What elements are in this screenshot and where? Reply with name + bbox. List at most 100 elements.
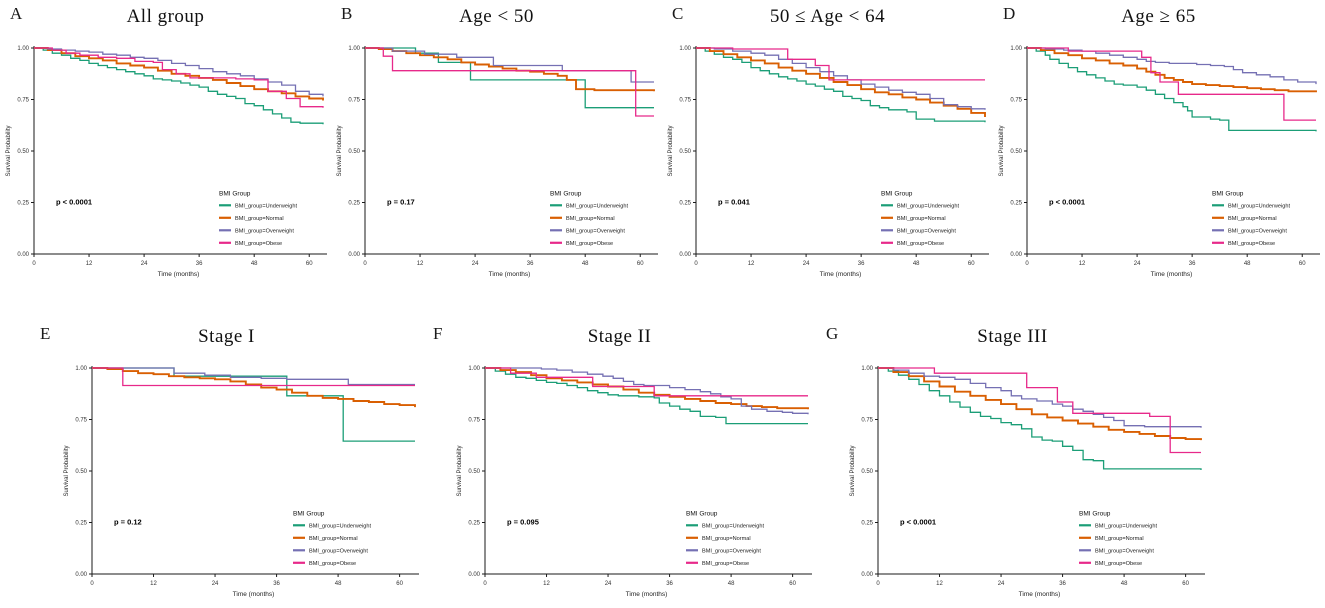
y-tick-label: 0.00 [348,252,360,258]
y-tick-label: 0.25 [468,521,480,527]
legend-label-normal: BMI_group=Normal [702,536,751,542]
km-curve-overweight [92,367,415,386]
x-tick-label: 48 [913,261,920,267]
km-curve-underweight [485,367,808,425]
legend-label-underweight: BMI_group=Underweight [702,523,764,529]
x-tick-label: 60 [396,581,403,587]
x-axis-label: Time (months) [489,271,531,278]
x-tick-label: 0 [363,261,367,267]
km-plot-G: 0.00 0.25 0.50 0.75 1.00 0 12 24 36 48 60 Time (mon… [850,366,1205,598]
y-tick-label: 1.00 [17,46,29,52]
panel-header: A All group [0,2,331,36]
km-plot-A: 0.00 0.25 0.50 0.75 1.00 0 12 24 36 48 60 Time (mon… [6,46,327,278]
y-tick-label: 0.75 [1010,98,1022,104]
y-tick-label: 0.25 [75,521,87,527]
legend-label-underweight: BMI_group=Underweight [1095,523,1157,529]
panel-F: F Stage II 0.00 0.25 0.50 0.75 1.00 0 12 24 36 48 60… [423,322,816,608]
legend-label-underweight: BMI_group=Underweight [897,203,959,209]
km-curve-normal [878,367,1202,441]
km-curve-underweight [92,367,415,442]
legend-title: BMI Group [881,190,913,197]
y-tick-label: 0.50 [679,149,691,155]
legend-label-underweight: BMI_group=Underweight [235,203,297,209]
x-tick-label: 24 [212,581,219,587]
x-tick-label: 60 [1182,581,1189,587]
km-curve-overweight [485,367,809,415]
panel-B: B Age < 50 0.00 0.25 0.50 0.75 1.00 0 12 24 36 48 60… [331,2,662,288]
y-tick-label: 1.00 [75,366,87,372]
y-axis-label: Survival Probability [999,125,1005,176]
y-tick-label: 1.00 [861,366,873,372]
x-axis-label: Time (months) [626,591,668,598]
legend-label-underweight: BMI_group=Underweight [1228,203,1290,209]
y-tick-label: 0.00 [17,252,29,258]
legend-label-obese: BMI_group=Obese [1095,561,1142,567]
x-axis-label: Time (months) [1151,271,1193,278]
panel-letter: G [826,324,839,343]
x-tick-label: 36 [273,581,280,587]
x-tick-label: 36 [527,261,534,267]
km-curve-underweight [365,47,654,109]
km-curve-obese [696,47,985,81]
x-tick-label: 24 [803,261,810,267]
x-tick-label: 36 [666,581,673,587]
x-tick-label: 0 [694,261,698,267]
km-curve-obese [485,367,808,397]
p-value: p < 0.0001 [900,518,936,527]
legend-title: BMI Group [1212,190,1244,197]
legend-label-obese: BMI_group=Obese [566,241,613,247]
km-plot-E: 0.00 0.25 0.50 0.75 1.00 0 12 24 36 48 60 Time (mon… [64,366,419,598]
panel-letter: D [1003,4,1016,23]
km-plot-B: 0.00 0.25 0.50 0.75 1.00 0 12 24 36 48 60 Time (mon… [337,46,658,278]
legend-label-normal: BMI_group=Normal [566,216,615,222]
y-axis-label: Survival Probability [64,445,70,496]
y-tick-label: 0.00 [468,572,480,578]
panel-E: E Stage I 0.00 0.25 0.50 0.75 1.00 0 12 24 36 48 60 T… [30,322,423,608]
panel-D: D Age ≥ 65 0.00 0.25 0.50 0.75 1.00 0 12 24 36 48 60… [993,2,1324,288]
x-tick-label: 12 [748,261,755,267]
y-tick-label: 0.50 [348,149,360,155]
y-tick-label: 0.50 [75,469,87,475]
y-axis-label: Survival Probability [850,445,856,496]
x-tick-label: 60 [1299,261,1306,267]
x-tick-label: 24 [141,261,148,267]
y-tick-label: 0.00 [75,572,87,578]
x-tick-label: 24 [1134,261,1141,267]
y-tick-label: 0.00 [679,252,691,258]
legend-title: BMI Group [219,190,251,197]
y-tick-label: 1.00 [348,46,360,52]
km-curve-normal [365,47,655,92]
km-curve-obese [365,47,654,117]
legend-label-overweight: BMI_group=Overweight [1228,228,1287,234]
legend-label-overweight: BMI_group=Overweight [235,228,294,234]
legend-label-overweight: BMI_group=Overweight [566,228,625,234]
km-plot-C: 0.00 0.25 0.50 0.75 1.00 0 12 24 36 48 60 Time (mon… [668,46,989,278]
legend-label-overweight: BMI_group=Overweight [702,548,761,554]
y-tick-label: 0.75 [679,98,691,104]
km-curve-underweight [878,367,1202,470]
km-curve-underweight [34,47,324,125]
x-tick-label: 24 [605,581,612,587]
x-tick-label: 60 [968,261,975,267]
panel-A: A All group 0.00 0.25 0.50 0.75 1.00 0 12 24 36 48 6… [0,2,331,288]
panel-header: E Stage I [30,322,423,356]
x-tick-label: 12 [417,261,424,267]
km-plot-F: 0.00 0.25 0.50 0.75 1.00 0 12 24 36 48 60 Time (mon… [457,366,812,598]
p-value: p = 0.12 [114,518,142,527]
x-axis-label: Time (months) [1019,591,1061,598]
x-tick-label: 48 [1244,261,1251,267]
legend-title: BMI Group [293,510,325,517]
x-tick-label: 36 [1189,261,1196,267]
panel-title: All group [126,6,205,27]
km-curve-underweight [1027,47,1317,132]
legend-label-normal: BMI_group=Normal [1095,536,1144,542]
legend-label-obese: BMI_group=Obese [897,241,944,247]
y-tick-label: 1.00 [1010,46,1022,52]
y-tick-label: 0.75 [468,418,480,424]
legend-label-overweight: BMI_group=Overweight [897,228,956,234]
y-axis-label: Survival Probability [337,125,343,176]
panel-header: C 50 ≤ Age < 64 [662,2,993,36]
x-tick-label: 48 [728,581,735,587]
legend-label-normal: BMI_group=Normal [235,216,284,222]
y-tick-label: 0.00 [1010,252,1022,258]
